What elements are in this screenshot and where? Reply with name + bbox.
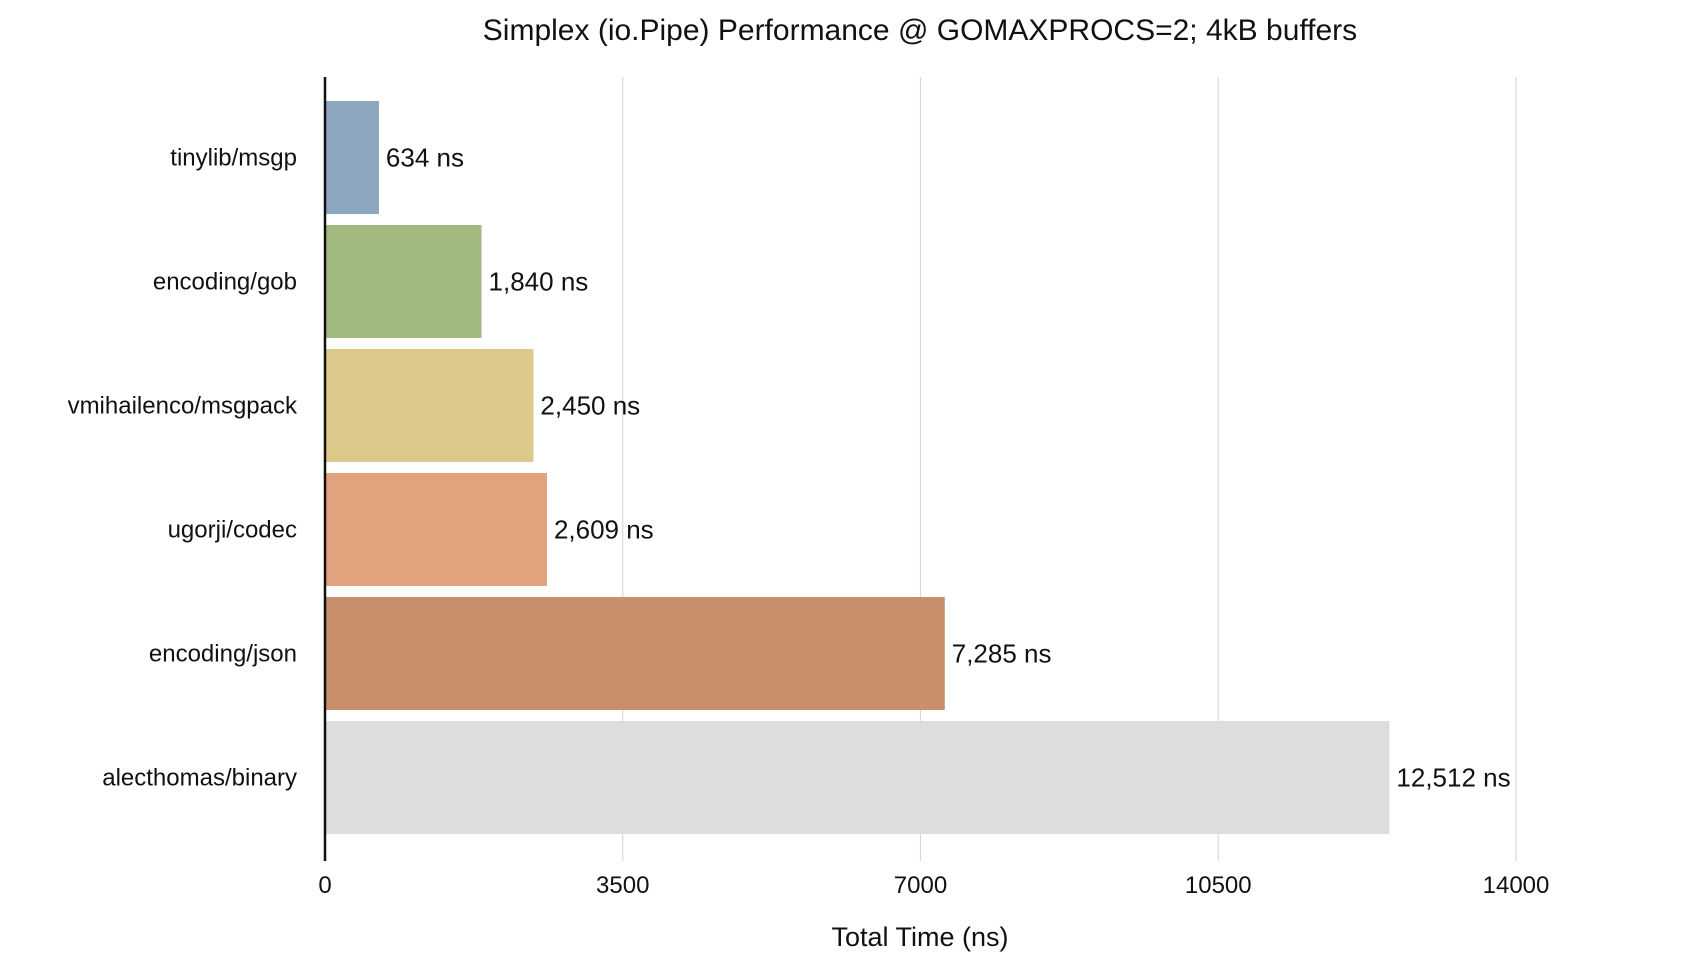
category-label-encoding-json: encoding/json bbox=[149, 641, 297, 668]
category-label-ugorji-codec: ugorji/codec bbox=[168, 517, 297, 544]
x-tick-label-0: 0 bbox=[318, 872, 331, 899]
value-label-vmihailenco-msgpack: 2,450 ns bbox=[540, 391, 640, 421]
bar-ugorji-codec bbox=[325, 473, 547, 586]
value-label-tinylib-msgp: 634 ns bbox=[386, 143, 464, 173]
category-label-encoding-gob: encoding/gob bbox=[153, 269, 297, 296]
bar-alecthomas-binary bbox=[325, 721, 1390, 834]
x-tick-label-3500: 3500 bbox=[596, 872, 649, 899]
value-label-ugorji-codec: 2,609 ns bbox=[554, 515, 654, 545]
category-label-alecthomas-binary: alecthomas/binary bbox=[102, 765, 297, 792]
x-axis-tick-labels: 0 3500 7000 10500 14000 bbox=[318, 872, 1549, 899]
x-axis-title: Total Time (ns) bbox=[831, 922, 1008, 952]
bar-encoding-json bbox=[325, 597, 945, 710]
value-label-alecthomas-binary: 12,512 ns bbox=[1396, 763, 1510, 793]
value-labels: 634 ns 1,840 ns 2,450 ns 2,609 ns 7,285 ns 12… bbox=[386, 143, 1511, 793]
bars bbox=[325, 101, 1390, 834]
category-label-vmihailenco-msgpack: vmihailenco/msgpack bbox=[68, 393, 298, 420]
value-label-encoding-json: 7,285 ns bbox=[952, 639, 1052, 669]
category-label-tinylib-msgp: tinylib/msgp bbox=[170, 145, 297, 172]
chart-title: Simplex (io.Pipe) Performance @ GOMAXPRO… bbox=[483, 14, 1357, 47]
bar-tinylib-msgp bbox=[325, 101, 379, 214]
category-labels: tinylib/msgp encoding/gob vmihailenco/msgp… bbox=[68, 145, 298, 792]
bar-vmihailenco-msgpack bbox=[325, 349, 534, 462]
x-tick-label-14000: 14000 bbox=[1483, 872, 1550, 899]
x-tick-label-10500: 10500 bbox=[1185, 872, 1252, 899]
x-tick-label-7000: 7000 bbox=[894, 872, 947, 899]
value-label-encoding-gob: 1,840 ns bbox=[489, 267, 589, 297]
bar-encoding-gob bbox=[325, 225, 482, 338]
